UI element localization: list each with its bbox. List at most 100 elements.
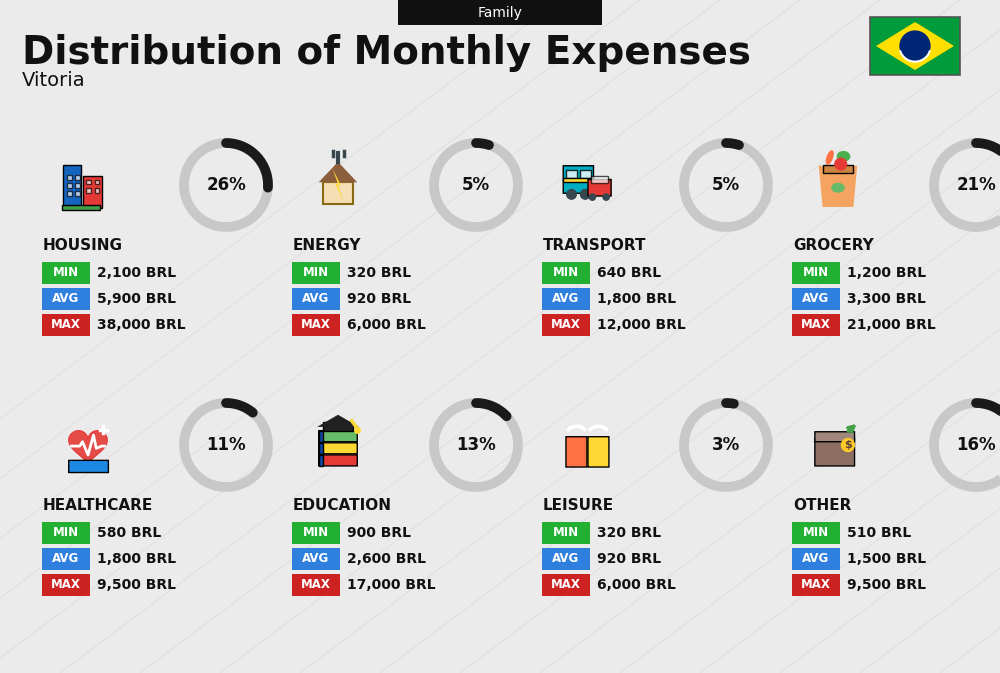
Circle shape: [841, 438, 855, 452]
FancyBboxPatch shape: [62, 205, 100, 210]
FancyBboxPatch shape: [319, 455, 323, 466]
FancyBboxPatch shape: [67, 174, 72, 180]
FancyBboxPatch shape: [398, 0, 602, 25]
Text: AVG: AVG: [52, 553, 80, 565]
Polygon shape: [876, 22, 954, 70]
Text: AVG: AVG: [302, 293, 330, 306]
Text: LEISURE: LEISURE: [543, 497, 614, 513]
Text: 5%: 5%: [712, 176, 740, 194]
Text: 1,500 BRL: 1,500 BRL: [847, 552, 926, 566]
Text: 1,800 BRL: 1,800 BRL: [97, 552, 176, 566]
FancyBboxPatch shape: [542, 574, 590, 596]
Text: Vitoria: Vitoria: [22, 71, 86, 90]
Text: MAX: MAX: [301, 318, 331, 332]
FancyBboxPatch shape: [69, 460, 108, 472]
Text: EDUCATION: EDUCATION: [293, 497, 392, 513]
FancyBboxPatch shape: [75, 174, 80, 180]
FancyBboxPatch shape: [42, 314, 90, 336]
Text: 5%: 5%: [462, 176, 490, 194]
Text: 320 BRL: 320 BRL: [597, 526, 661, 540]
FancyBboxPatch shape: [792, 314, 840, 336]
Text: MIN: MIN: [303, 267, 329, 279]
Text: AVG: AVG: [802, 553, 830, 565]
Text: 580 BRL: 580 BRL: [97, 526, 161, 540]
Text: 6,000 BRL: 6,000 BRL: [347, 318, 426, 332]
Text: TRANSPORT: TRANSPORT: [543, 238, 646, 252]
Text: 5,900 BRL: 5,900 BRL: [97, 292, 176, 306]
FancyBboxPatch shape: [566, 170, 577, 178]
Text: 9,500 BRL: 9,500 BRL: [847, 578, 926, 592]
Text: AVG: AVG: [552, 293, 580, 306]
Circle shape: [899, 30, 931, 62]
Text: 16%: 16%: [956, 436, 996, 454]
Text: MIN: MIN: [553, 526, 579, 540]
FancyBboxPatch shape: [588, 437, 609, 467]
Text: OTHER: OTHER: [793, 497, 851, 513]
Text: 13%: 13%: [456, 436, 496, 454]
FancyBboxPatch shape: [815, 432, 855, 441]
Text: 1,200 BRL: 1,200 BRL: [847, 266, 926, 280]
Text: MIN: MIN: [553, 267, 579, 279]
Text: MAX: MAX: [801, 579, 831, 592]
FancyBboxPatch shape: [542, 288, 590, 310]
Text: HEALTHCARE: HEALTHCARE: [43, 497, 153, 513]
FancyBboxPatch shape: [42, 548, 90, 570]
Text: 3,300 BRL: 3,300 BRL: [847, 292, 926, 306]
FancyBboxPatch shape: [63, 165, 81, 208]
Text: MIN: MIN: [303, 526, 329, 540]
Text: 2,100 BRL: 2,100 BRL: [97, 266, 176, 280]
FancyBboxPatch shape: [292, 548, 340, 570]
Text: AVG: AVG: [552, 553, 580, 565]
Circle shape: [580, 189, 591, 200]
Text: 17,000 BRL: 17,000 BRL: [347, 578, 436, 592]
FancyBboxPatch shape: [42, 262, 90, 284]
FancyBboxPatch shape: [292, 262, 340, 284]
Text: MIN: MIN: [53, 267, 79, 279]
Polygon shape: [319, 162, 357, 182]
FancyBboxPatch shape: [86, 180, 91, 184]
Text: 9,500 BRL: 9,500 BRL: [97, 578, 176, 592]
FancyBboxPatch shape: [319, 431, 323, 441]
Text: MAX: MAX: [551, 318, 581, 332]
FancyBboxPatch shape: [588, 180, 611, 196]
FancyBboxPatch shape: [323, 423, 353, 431]
FancyBboxPatch shape: [75, 191, 80, 196]
Text: MAX: MAX: [51, 318, 81, 332]
FancyBboxPatch shape: [563, 178, 594, 182]
Ellipse shape: [826, 150, 834, 165]
Polygon shape: [317, 415, 359, 427]
FancyBboxPatch shape: [563, 166, 594, 193]
FancyBboxPatch shape: [319, 443, 357, 454]
Text: AVG: AVG: [802, 293, 830, 306]
Text: MIN: MIN: [53, 526, 79, 540]
FancyBboxPatch shape: [792, 522, 840, 544]
Text: Family: Family: [478, 6, 522, 20]
FancyBboxPatch shape: [319, 455, 357, 466]
FancyBboxPatch shape: [82, 176, 102, 208]
Text: MIN: MIN: [803, 267, 829, 279]
FancyBboxPatch shape: [292, 522, 340, 544]
FancyBboxPatch shape: [542, 548, 590, 570]
Text: MAX: MAX: [301, 579, 331, 592]
Text: AVG: AVG: [52, 293, 80, 306]
Polygon shape: [69, 431, 107, 466]
FancyBboxPatch shape: [792, 574, 840, 596]
Text: MIN: MIN: [803, 526, 829, 540]
Text: 12,000 BRL: 12,000 BRL: [597, 318, 686, 332]
FancyBboxPatch shape: [42, 522, 90, 544]
Circle shape: [834, 157, 847, 171]
FancyBboxPatch shape: [67, 183, 72, 188]
Text: MAX: MAX: [801, 318, 831, 332]
Text: 920 BRL: 920 BRL: [347, 292, 411, 306]
FancyBboxPatch shape: [815, 438, 855, 466]
Circle shape: [589, 193, 596, 201]
Text: MAX: MAX: [51, 579, 81, 592]
FancyBboxPatch shape: [67, 191, 72, 196]
FancyBboxPatch shape: [95, 180, 99, 184]
Text: $: $: [844, 440, 852, 450]
Text: 640 BRL: 640 BRL: [597, 266, 661, 280]
FancyBboxPatch shape: [42, 574, 90, 596]
Text: 21%: 21%: [956, 176, 996, 194]
FancyBboxPatch shape: [319, 431, 357, 441]
Polygon shape: [323, 182, 353, 204]
